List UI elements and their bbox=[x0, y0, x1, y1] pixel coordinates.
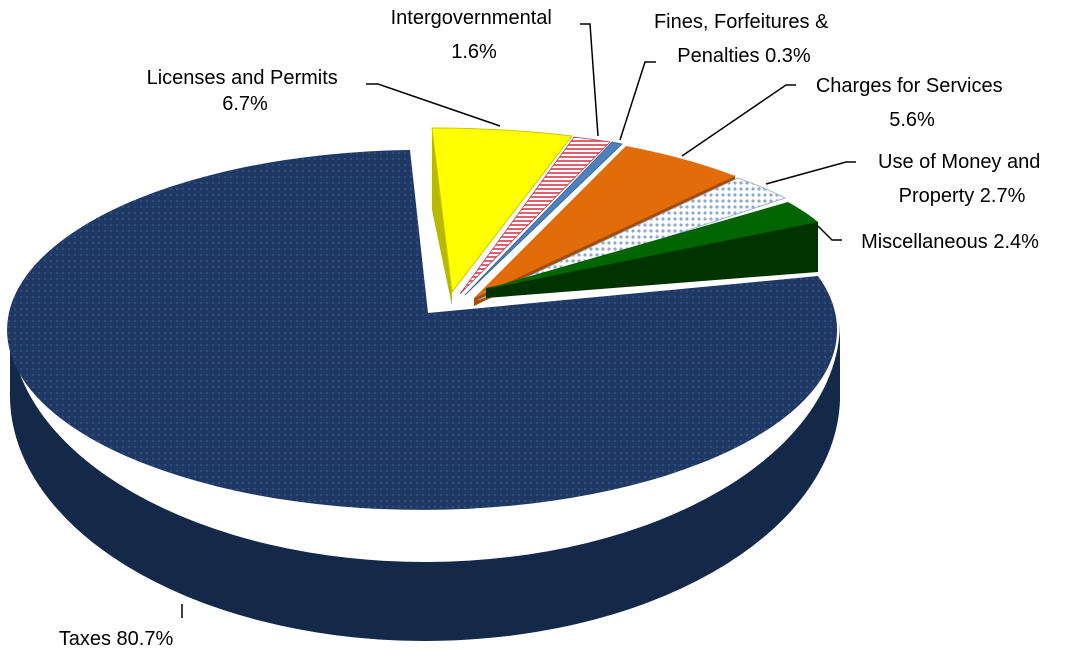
leader-line-charges bbox=[681, 84, 796, 157]
pie-slice-miscellaneous bbox=[482, 202, 818, 298]
leader-line-misc bbox=[817, 225, 842, 241]
label-licenses-line1: Licenses and Permits bbox=[147, 67, 338, 89]
label-miscellaneous: Miscellaneous 2.4% bbox=[861, 231, 1039, 253]
pie-slice-fines bbox=[464, 141, 623, 296]
data-labels: Licenses and Permits 6.7% Intergovernmen… bbox=[59, 7, 1046, 650]
label-licenses: Licenses and Permits 6.7% bbox=[147, 67, 344, 115]
pie-slice-licenses-and-permits bbox=[431, 127, 573, 306]
label-fines-line2: Penalties 0.3% bbox=[677, 45, 811, 67]
pie-slice-licenses-top bbox=[431, 127, 573, 294]
label-use-of-money-line1: Use of Money and bbox=[878, 151, 1040, 173]
leader-line-intergovernmental bbox=[580, 23, 599, 137]
label-intergovernmental: Intergovernmental 1.6% bbox=[391, 7, 558, 63]
pie-slice-taxes-side bbox=[9, 320, 841, 641]
leader-line-use-of-money bbox=[765, 161, 856, 185]
pie-slice-misc-side bbox=[486, 220, 818, 298]
leader-line-fines bbox=[619, 61, 656, 141]
pie-slice-charges-top bbox=[474, 146, 735, 298]
label-use-of-money: Use of Money and Property 2.7% bbox=[878, 151, 1046, 207]
label-intergovernmental-line2: 1.6% bbox=[451, 41, 497, 63]
label-charges-line1: Charges for Services bbox=[816, 75, 1003, 97]
label-charges: Charges for Services 5.6% bbox=[816, 75, 1008, 131]
label-licenses-line2: 6.7% bbox=[222, 93, 268, 115]
pie-slice-taxes bbox=[7, 150, 841, 641]
pie-slice-taxes-top bbox=[7, 150, 838, 510]
pie-slice-intergovernmental bbox=[459, 136, 611, 295]
label-intergovernmental-line1: Intergovernmental bbox=[391, 7, 552, 29]
label-fines: Fines, Forfeitures & Penalties 0.3% bbox=[654, 11, 834, 67]
pie-slice-misc-top bbox=[482, 202, 818, 290]
label-taxes: Taxes 80.7% bbox=[59, 628, 174, 650]
label-fines-line1: Fines, Forfeitures & bbox=[654, 11, 829, 33]
label-use-of-money-line2: Property 2.7% bbox=[899, 185, 1026, 207]
leader-lines bbox=[181, 23, 856, 618]
leader-line-licenses bbox=[366, 83, 501, 127]
label-charges-line2: 5.6% bbox=[889, 109, 935, 131]
